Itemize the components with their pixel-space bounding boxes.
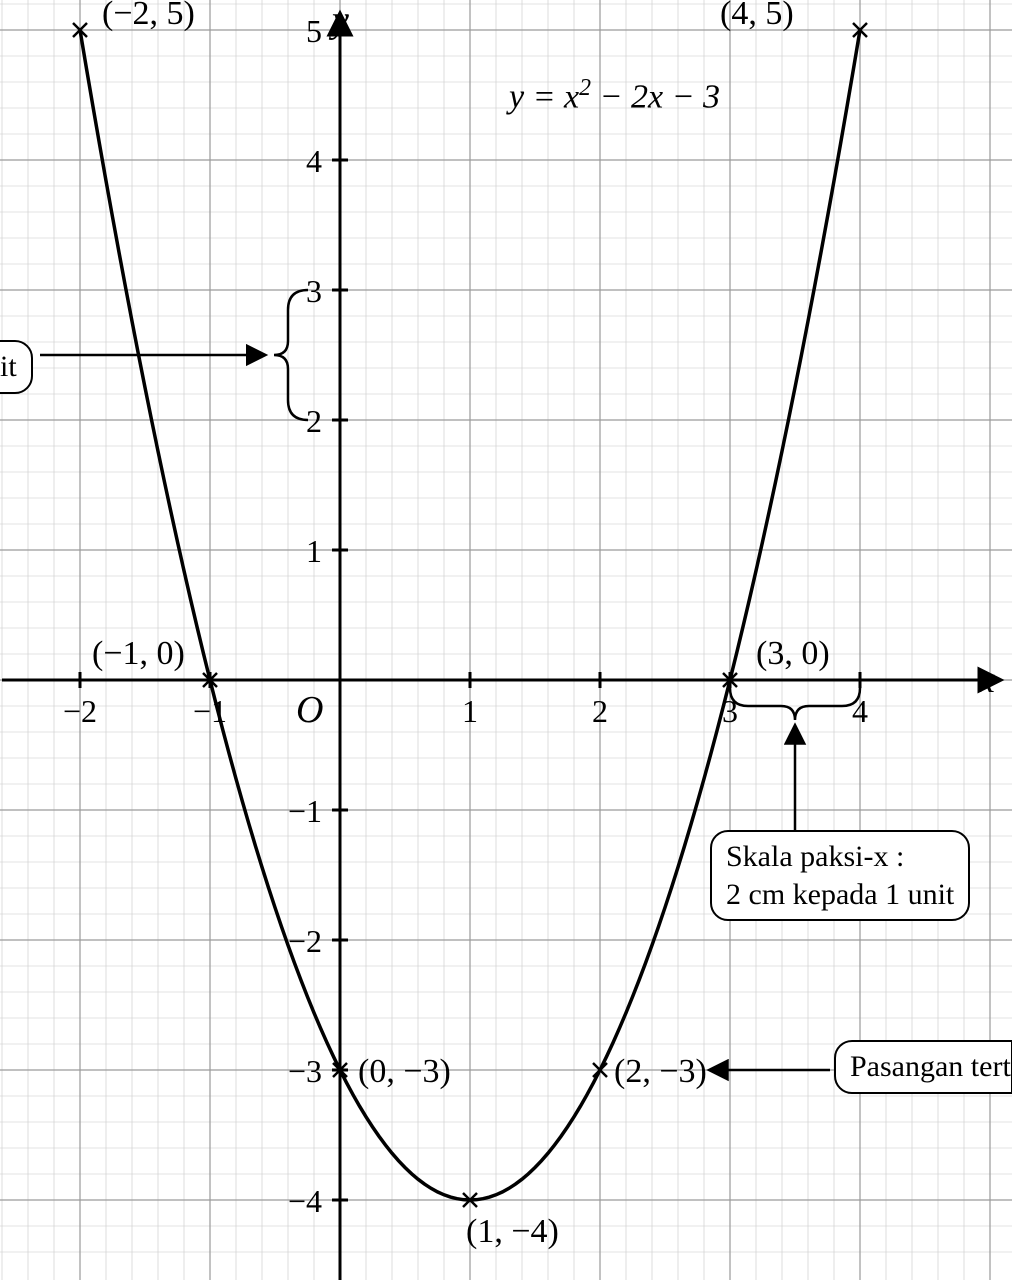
callout-pair: Pasangan tert: [834, 1040, 1012, 1094]
svg-text:(2, −3): (2, −3): [614, 1053, 707, 1090]
x-axis-label: x: [978, 658, 995, 702]
svg-text:1: 1: [306, 533, 322, 569]
svg-text:5: 5: [306, 13, 322, 49]
callout-x-scale: Skala paksi-x : 2 cm kepada 1 unit: [710, 830, 970, 921]
callout-y-scale-text: unit: [0, 350, 17, 383]
svg-text:(1, −4): (1, −4): [466, 1213, 559, 1250]
callout-x-scale-line2: 2 cm kepada 1 unit: [726, 878, 954, 911]
y-axis-label: y: [332, 0, 349, 42]
svg-text:2: 2: [306, 403, 322, 439]
svg-text:(−1, 0): (−1, 0): [92, 635, 185, 672]
svg-text:−4: −4: [288, 1183, 322, 1219]
svg-text:3: 3: [306, 273, 322, 309]
origin-label: O: [296, 688, 323, 732]
svg-text:−3: −3: [288, 1053, 322, 1089]
svg-text:1: 1: [462, 693, 478, 729]
callout-pair-text: Pasangan tert: [850, 1050, 1011, 1083]
equation-label: y = x2 − 2x − 3: [509, 75, 720, 116]
callout-y-scale: unit: [0, 340, 33, 394]
parabola-chart: −2−11234−4−3−2−112345(−2, 5)(4, 5)(−1, 0…: [0, 0, 1012, 1280]
svg-text:(−2, 5): (−2, 5): [102, 0, 195, 32]
callout-x-scale-line1: Skala paksi-x :: [726, 840, 904, 873]
svg-text:(3, 0): (3, 0): [756, 635, 830, 672]
svg-text:4: 4: [852, 693, 868, 729]
svg-text:2: 2: [592, 693, 608, 729]
svg-text:−2: −2: [63, 693, 97, 729]
svg-text:(0, −3): (0, −3): [358, 1053, 451, 1090]
svg-text:−2: −2: [288, 923, 322, 959]
svg-text:4: 4: [306, 143, 322, 179]
svg-text:−1: −1: [288, 793, 322, 829]
svg-text:(4, 5): (4, 5): [720, 0, 794, 32]
